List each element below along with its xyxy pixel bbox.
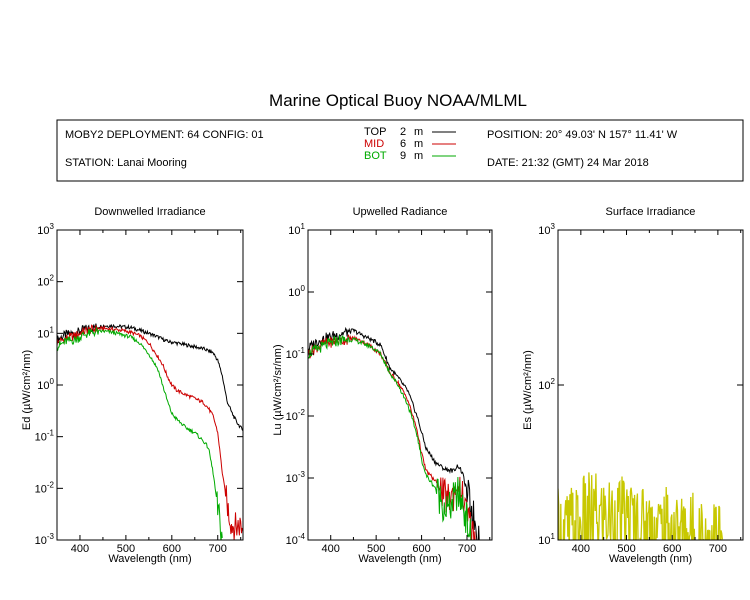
legend-unit-bot: m (414, 150, 423, 162)
y-axis-label: Ed (µW/cm²/nm) (21, 350, 33, 430)
x-tick-label: 500 (617, 543, 635, 555)
x-tick-label: 400 (572, 543, 590, 555)
legend-label-mid: MID (364, 138, 384, 150)
series-line-es (558, 472, 724, 540)
x-tick-label: 600 (163, 543, 181, 555)
y-tick-label: 10-2 (35, 480, 55, 495)
x-axis-label: Wavelength (nm) (358, 553, 441, 565)
y-tick-label: 102 (37, 274, 54, 289)
date-label: DATE: 21:32 (GMT) 24 Mar 2018 (487, 157, 649, 169)
y-tick-label: 10-1 (286, 346, 306, 361)
y-tick-label: 100 (288, 284, 305, 299)
info-box (56, 119, 744, 182)
series-line-top (308, 326, 481, 540)
x-tick-label: 700 (209, 543, 227, 555)
legend-label-top: TOP (364, 126, 386, 138)
deployment-label: MOBY2 DEPLOYMENT: 64 CONFIG: 01 (65, 129, 264, 141)
y-tick-label: 101 (288, 222, 305, 237)
panel-title: Surface Irradiance (606, 206, 696, 218)
y-tick-label: 103 (538, 222, 555, 237)
legend-label-bot: BOT (364, 150, 387, 162)
y-tick-label: 10-4 (286, 532, 306, 547)
position-label: POSITION: 20° 49.03' N 157° 11.41' W (487, 129, 678, 141)
plot-frame (307, 229, 493, 541)
y-axis-label: Lu (µW/cm²/sr/nm) (272, 344, 284, 435)
y-tick-label: 10-3 (35, 532, 55, 547)
x-tick-label: 600 (412, 543, 430, 555)
y-tick-label: 10-1 (35, 429, 55, 444)
series-line-mid (308, 334, 477, 540)
panel-title: Upwelled Radiance (353, 206, 448, 218)
legend-depth-top: 2 (400, 126, 406, 138)
x-tick-label: 500 (117, 543, 135, 555)
figure-title: Marine Optical Buoy NOAA/MLML (269, 91, 527, 110)
legend-depth-mid: 6 (400, 138, 406, 150)
panel-1: Downwelled Irradiance 400 500 600 700 Wavelen… (21, 206, 244, 565)
x-axis-label: Wavelength (nm) (108, 553, 191, 565)
y-tick-label: 10-3 (286, 470, 306, 485)
y-tick-label: 100 (37, 377, 54, 392)
legend-unit-top: m (414, 126, 423, 138)
x-tick-label: 600 (663, 543, 681, 555)
legend-depth-bot: 9 (400, 150, 406, 162)
y-tick-label: 103 (37, 222, 54, 237)
series-line-bot (57, 326, 223, 540)
legend: TOP 2 m MID 6 m BOT 9 m (364, 126, 456, 162)
x-axis-label: Wavelength (nm) (609, 553, 692, 565)
panel-3: Surface Irradiance 400 500 600 700 Wavelength… (522, 206, 744, 565)
panel-title: Downwelled Irradiance (94, 206, 205, 218)
series-line-bot (308, 334, 472, 540)
station-label: STATION: Lanai Mooring (65, 157, 187, 169)
y-tick-label: 10-2 (286, 408, 306, 423)
legend-unit-mid: m (414, 138, 423, 150)
y-axis-label: Es (µW/cm²/nm) (522, 350, 534, 430)
x-tick-label: 500 (367, 543, 385, 555)
x-tick-label: 700 (709, 543, 727, 555)
x-tick-label: 400 (71, 543, 89, 555)
chart-panels: Downwelled Irradiance 400 500 600 700 Wavelen… (21, 206, 744, 565)
y-tick-label: 101 (538, 532, 555, 547)
plot-frame (56, 229, 244, 541)
series-line-mid (57, 324, 243, 540)
x-tick-label: 400 (322, 543, 340, 555)
y-tick-label: 101 (37, 325, 54, 340)
x-tick-label: 700 (458, 543, 476, 555)
panel-2: Upwelled Radiance 400 500 600 700 Wavelength … (272, 206, 493, 565)
y-tick-label: 102 (538, 377, 555, 392)
series-line-top (57, 323, 243, 432)
